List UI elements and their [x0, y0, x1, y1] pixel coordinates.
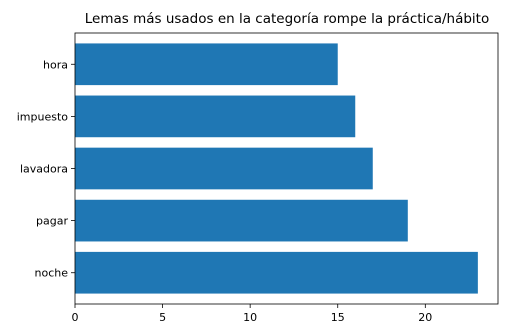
- x-tick-label-20: 20: [418, 311, 432, 324]
- x-tick-label-10: 10: [243, 311, 257, 324]
- y-tick-label-hora: hora: [43, 58, 68, 71]
- bar-hora: [75, 43, 338, 86]
- x-tick-label-5: 5: [159, 311, 166, 324]
- chart-title: Lemas más usados en la categoría rompe l…: [85, 11, 490, 27]
- bar-impuesto: [75, 95, 356, 138]
- x-tick-label-0: 0: [72, 311, 79, 324]
- y-tick-label-impuesto: impuesto: [17, 110, 69, 123]
- x-tick-label-15: 15: [331, 311, 345, 324]
- y-tick-label-noche: noche: [35, 267, 69, 280]
- y-tick-label-lavadora: lavadora: [20, 163, 68, 176]
- bar-lavadora: [75, 147, 373, 190]
- bar-pagar: [75, 199, 408, 242]
- y-tick-label-pagar: pagar: [36, 215, 68, 228]
- bar-noche: [75, 251, 478, 294]
- plot-area: 0 5 10 15 20 noche pagar lavadora impuesto hora: [17, 32, 499, 324]
